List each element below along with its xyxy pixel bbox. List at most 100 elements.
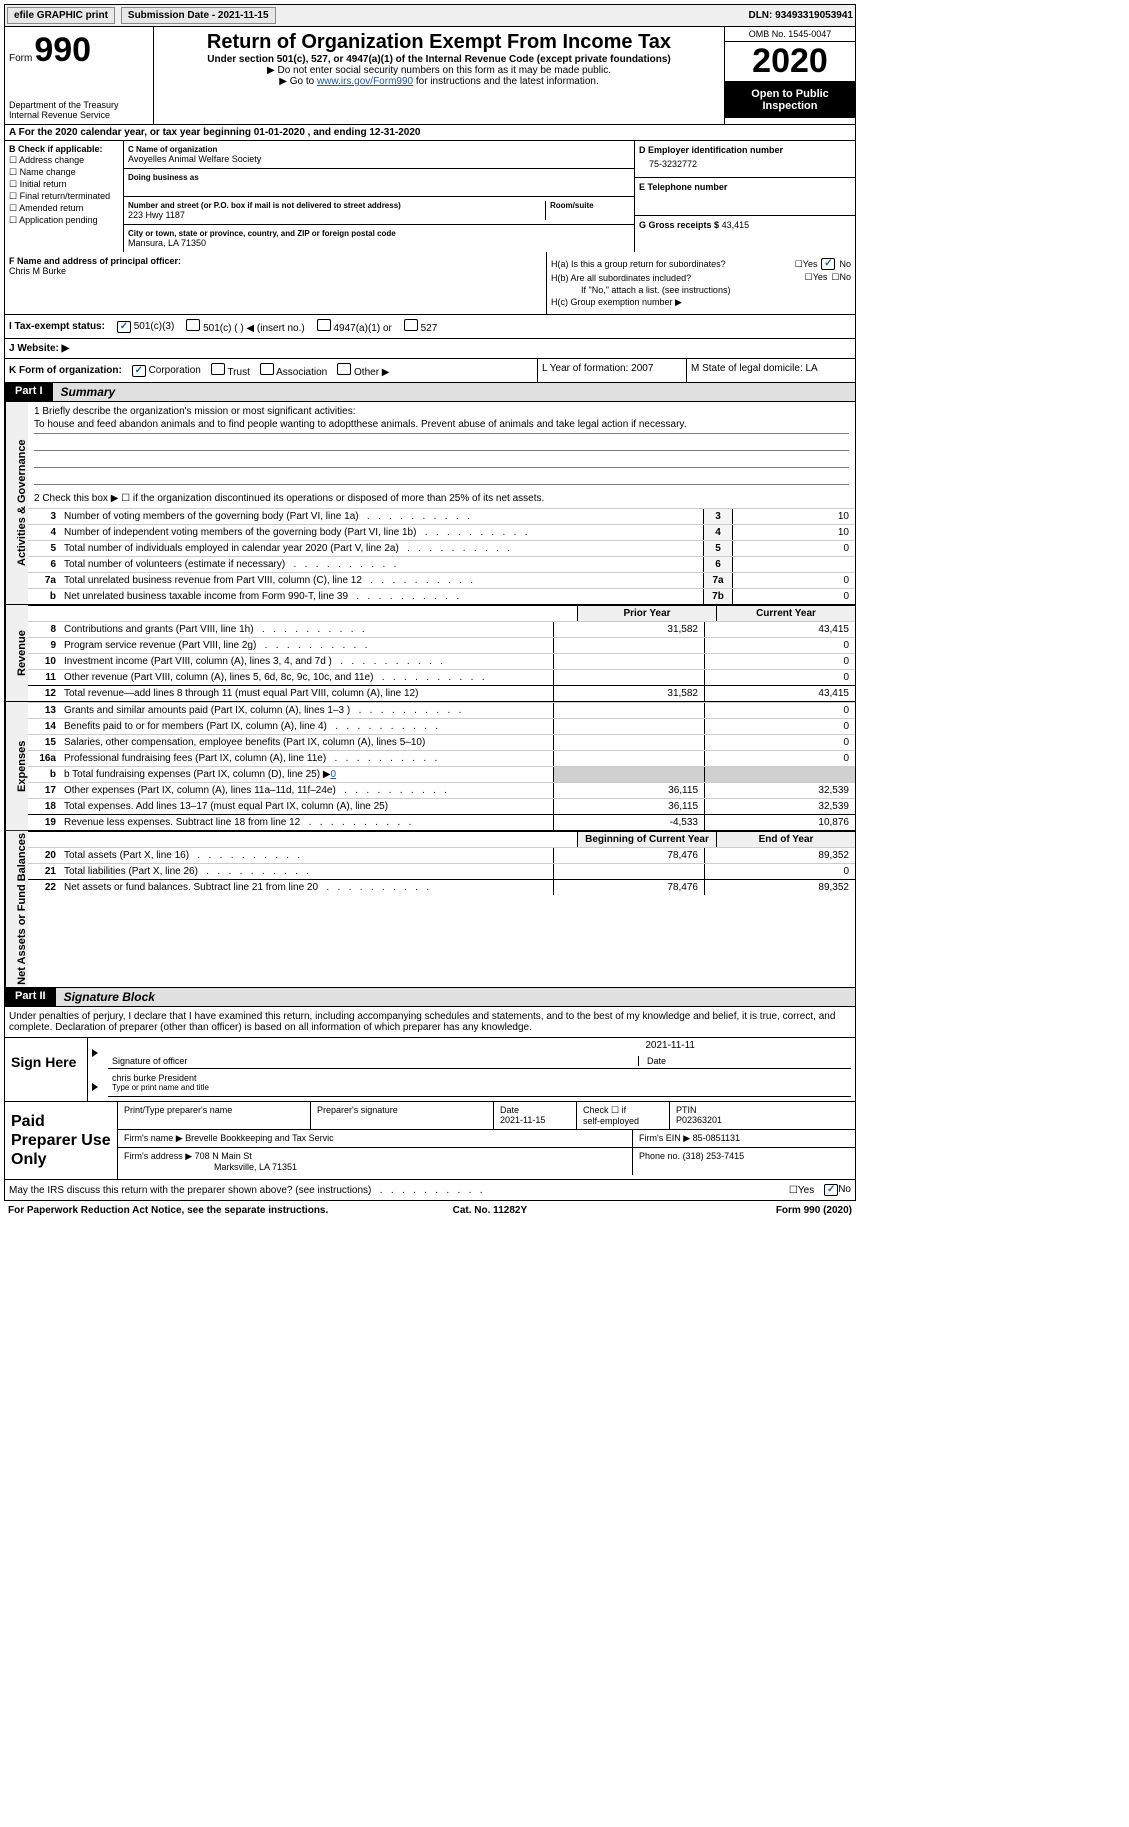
l12c: 43,415 [704,686,855,701]
efile-print-button[interactable]: efile GRAPHIC print [7,7,115,24]
sign-here-label: Sign Here [5,1038,88,1101]
ptin-hdr: PTIN [676,1105,697,1115]
l13c: 0 [704,703,855,718]
val-7a: 0 [733,573,855,588]
firm-phone-lbl: Phone no. [639,1151,680,1161]
check-name[interactable]: ☐ Name change [9,167,119,178]
16b-val[interactable]: 0 [331,769,337,780]
check-app[interactable]: ☐ Application pending [9,215,119,226]
firm-addr2: Marksville, LA 71351 [124,1162,297,1172]
line-10: Investment income (Part VIII, column (A)… [60,654,553,669]
l20c: 89,352 [704,848,855,863]
4947-check[interactable] [317,319,331,331]
l9c: 0 [704,638,855,653]
l14c: 0 [704,719,855,734]
room-label: Room/suite [550,201,630,210]
k-label: K Form of organization: [9,365,122,376]
city: Mansura, LA 71350 [128,238,630,248]
l20p: 78,476 [553,848,704,863]
public-inspection: Open to Public Inspection [725,82,855,118]
gross-value: 43,415 [722,220,750,230]
part2-tag: Part II [5,988,56,1006]
mission-text: To house and feed abandon animals and to… [34,417,849,434]
goto-post: for instructions and the latest informat… [413,76,599,87]
line-22: Net assets or fund balances. Subtract li… [60,880,553,895]
dept-text: Department of the Treasury Internal Reve… [9,100,149,120]
trust-check[interactable] [211,363,225,375]
check-amended[interactable]: ☐ Amended return [9,203,119,214]
firm-ein-lbl: Firm's EIN ▶ [639,1133,690,1143]
line-18: Total expenses. Add lines 13–17 (must eq… [60,799,553,814]
discuss-no-check[interactable] [824,1184,838,1196]
arrow-icon [92,1048,98,1059]
l19p: -4,533 [553,815,704,830]
hb-label: H(b) Are all subordinates included? [551,273,801,283]
val-6 [733,563,855,567]
l18c: 32,539 [704,799,855,814]
line-6: Total number of volunteers (estimate if … [60,557,703,572]
501c-check[interactable] [186,319,200,331]
l22c: 89,352 [704,880,855,895]
corp-check[interactable] [132,365,146,377]
line-14: Benefits paid to or for members (Part IX… [60,719,553,734]
note-ssn: ▶ Do not enter social security numbers o… [158,65,720,76]
firm-ein: 85-0851131 [693,1133,740,1143]
subtitle: Under section 501(c), 527, or 4947(a)(1)… [158,54,720,65]
check-final[interactable]: ☐ Final return/terminated [9,191,119,202]
i-o1: 501(c)(3) [134,321,175,332]
state-domicile: M State of legal domicile: LA [686,359,855,382]
officer-name: Chris M Burke [9,266,542,276]
part1-title: Summary [53,383,855,401]
dln: DLN: 93493319053941 [748,10,853,21]
i-label: I Tax-exempt status: [9,321,105,332]
line-20: Total assets (Part X, line 16) [60,848,553,863]
form-title: Return of Organization Exempt From Incom… [158,31,720,54]
submission-date: Submission Date - 2021-11-15 [121,7,276,24]
val-5: 0 [733,541,855,556]
officer-label: F Name and address of principal officer: [9,256,542,266]
l14p [553,719,704,734]
l11c: 0 [704,670,855,685]
firm-addr-lbl: Firm's address ▶ [124,1151,192,1161]
box-b-title: B Check if applicable: [9,144,119,154]
prep-name-hdr: Print/Type preparer's name [118,1102,311,1129]
preparer-label: Paid Preparer Use Only [5,1102,118,1180]
signature-declaration: Under penalties of perjury, I declare th… [4,1007,856,1038]
check-addr[interactable]: ☐ Address change [9,155,119,166]
other-check[interactable] [337,363,351,375]
527-check[interactable] [404,319,418,331]
l10c: 0 [704,654,855,669]
discuss-yes: Yes [798,1185,814,1196]
discuss-no: No [838,1184,851,1195]
k-o1: Corporation [149,365,201,376]
line-a: For the 2020 calendar year, or tax year … [19,127,421,138]
line-16b: b Total fundraising expenses (Part IX, c… [60,767,553,782]
ein-label: D Employer identification number [639,145,851,155]
na-label: Net Assets or Fund Balances [5,831,28,987]
line-9: Program service revenue (Part VIII, line… [60,638,553,653]
501c3-check[interactable] [117,321,131,333]
org-name-label: C Name of organization [128,145,630,154]
j-label: J Website: ▶ [9,343,69,354]
self-emp-a: Check ☐ if [583,1105,626,1115]
part2-title: Signature Block [56,988,855,1006]
irs-link[interactable]: www.irs.gov/Form990 [317,76,413,87]
i-o3: 4947(a)(1) or [333,323,391,334]
tax-year: 2020 [725,42,855,82]
boy-hdr: Beginning of Current Year [577,832,716,847]
l16ap [553,751,704,766]
ha-no-check[interactable] [821,258,835,270]
line-7b: Net unrelated business taxable income fr… [60,589,703,604]
ptin-val: P02363201 [676,1115,722,1125]
line-7a: Total unrelated business revenue from Pa… [60,573,703,588]
l10p [553,654,704,669]
firm-name: Brevelle Bookkeeping and Tax Servic [185,1133,333,1143]
check-initial[interactable]: ☐ Initial return [9,179,119,190]
l17c: 32,539 [704,783,855,798]
top-bar: efile GRAPHIC print Submission Date - 20… [4,4,856,27]
line-21: Total liabilities (Part X, line 26) [60,864,553,879]
assoc-check[interactable] [260,363,274,375]
hc-label: H(c) Group exemption number ▶ [551,297,682,308]
line-12: Total revenue—add lines 8 through 11 (mu… [60,686,553,701]
type-name-label: Type or print name and title [112,1083,847,1092]
